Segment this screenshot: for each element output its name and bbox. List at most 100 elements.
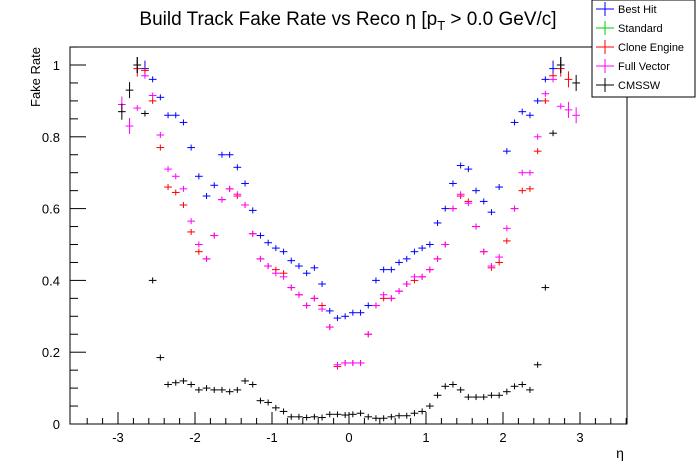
data-point	[526, 169, 534, 176]
legend-box	[591, 0, 696, 98]
data-point	[426, 241, 434, 248]
data-point	[164, 184, 172, 191]
data-point	[156, 144, 165, 151]
data-point	[456, 386, 465, 393]
data-point	[518, 381, 527, 388]
data-point	[472, 394, 480, 401]
data-point	[195, 173, 203, 180]
data-point	[479, 198, 488, 205]
data-point	[503, 237, 511, 244]
data-point	[179, 185, 188, 192]
data-point	[472, 223, 480, 230]
data-point	[233, 191, 242, 198]
data-point	[487, 392, 496, 399]
data-point	[164, 166, 172, 173]
data-point	[395, 259, 403, 266]
data-point	[202, 385, 211, 392]
data-point	[402, 280, 411, 287]
data-point	[510, 119, 519, 126]
data-point	[264, 263, 272, 270]
axes: -3 -2 -1 0 1 2 3 0 0.2 0.4 0.6 0.8 1	[42, 46, 627, 445]
data-point	[279, 248, 288, 255]
data-point	[225, 388, 234, 395]
data-point	[279, 408, 288, 415]
data-point	[248, 207, 257, 214]
series-cmssw	[118, 57, 580, 422]
data-point	[556, 103, 565, 110]
data-point	[395, 412, 403, 419]
data-point	[564, 101, 573, 118]
data-point	[379, 291, 388, 298]
y-tick-label: 0.8	[42, 130, 60, 145]
data-point	[241, 202, 249, 209]
data-point	[449, 205, 457, 212]
data-point	[341, 313, 349, 320]
data-point	[503, 148, 511, 155]
data-point	[202, 193, 211, 200]
data-point	[264, 399, 272, 406]
data-point	[179, 202, 188, 209]
data-point	[487, 263, 496, 270]
data-point	[479, 248, 488, 255]
data-point	[287, 413, 296, 420]
y-tick-label: 0.2	[42, 345, 60, 360]
data-point	[187, 218, 195, 225]
data-point	[210, 386, 219, 393]
data-point	[218, 151, 226, 158]
data-point	[125, 82, 134, 99]
data-point	[171, 173, 180, 180]
x-tick-label: 1	[422, 430, 429, 445]
data-point	[372, 302, 380, 309]
data-point	[233, 164, 242, 171]
data-point	[549, 76, 557, 83]
data-point	[141, 72, 149, 79]
data-point	[325, 307, 334, 314]
data-point	[402, 412, 411, 419]
data-point	[179, 377, 188, 384]
data-point	[433, 255, 442, 262]
x-axis-label: η	[616, 445, 624, 461]
data-point	[318, 280, 326, 287]
legend-item: Best Hit	[596, 2, 657, 16]
data-point	[479, 394, 488, 401]
data-point	[256, 232, 265, 239]
data-point	[541, 97, 550, 104]
data-point	[141, 67, 149, 74]
data-point	[333, 411, 342, 418]
data-point	[387, 413, 396, 420]
data-point	[256, 255, 265, 262]
data-point	[195, 386, 203, 393]
legend-label: Best Hit	[618, 4, 657, 16]
data-point	[148, 97, 157, 104]
legend-label: CMSSW	[618, 80, 661, 92]
data-point	[295, 263, 303, 270]
data-point	[410, 410, 419, 417]
data-point	[225, 185, 234, 192]
y-tick-label: 0.6	[42, 202, 60, 217]
data-point	[225, 151, 234, 158]
data-point	[533, 97, 542, 104]
x-tick-label: 3	[576, 430, 583, 445]
data-point	[133, 105, 142, 112]
data-point	[572, 107, 580, 124]
data-point	[318, 414, 326, 421]
data-point	[410, 273, 419, 280]
data-point	[364, 302, 373, 309]
data-point	[302, 302, 311, 309]
x-tick-label: -3	[112, 430, 124, 445]
data-point	[387, 295, 396, 302]
data-point	[133, 57, 142, 73]
data-point	[187, 381, 195, 388]
data-point	[526, 386, 534, 393]
legend-item: Standard	[596, 21, 663, 35]
data-point	[379, 415, 388, 422]
x-tick-label: -1	[266, 430, 278, 445]
data-point	[364, 331, 373, 338]
data-point	[433, 219, 442, 226]
data-point	[418, 245, 426, 252]
data-point	[279, 273, 288, 280]
data-point	[202, 255, 211, 262]
data-point	[218, 196, 226, 203]
data-point	[272, 270, 280, 277]
